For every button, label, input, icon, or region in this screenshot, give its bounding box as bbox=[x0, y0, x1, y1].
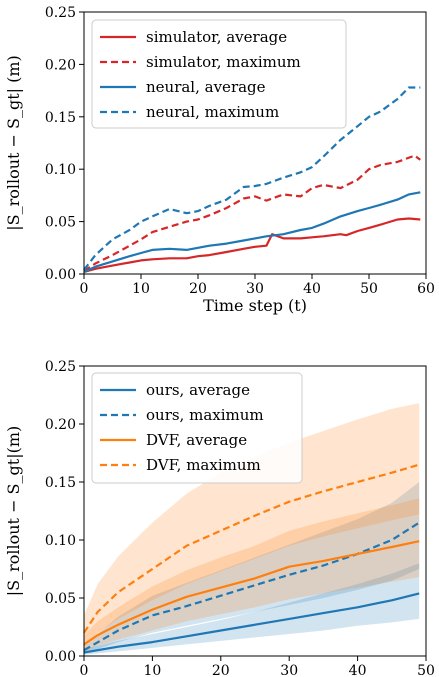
y-tick-label: 0.20 bbox=[45, 417, 76, 433]
x-tick-label: 60 bbox=[417, 281, 435, 297]
band-2-4 bbox=[84, 403, 420, 647]
y-tick-label: 0.00 bbox=[45, 267, 76, 283]
legend-label: neural, average bbox=[146, 78, 266, 96]
x-tick-label: 10 bbox=[132, 281, 150, 297]
y-tick-label: 0.10 bbox=[45, 162, 76, 178]
series-line-1-2 bbox=[83, 154, 421, 272]
y-tick-label: 0.15 bbox=[45, 475, 76, 491]
x-tick-label: 10 bbox=[143, 663, 161, 677]
series-line-2-3 bbox=[83, 540, 420, 646]
x-axis-label: Time step (t) bbox=[203, 296, 307, 315]
y-tick-label: 0.20 bbox=[45, 57, 76, 73]
legend-label: ours, average bbox=[146, 381, 250, 399]
x-tick-label: 40 bbox=[349, 663, 367, 677]
series-line-1-1 bbox=[83, 217, 421, 273]
x-tick-label: 0 bbox=[80, 663, 89, 677]
series-line-2-2 bbox=[83, 521, 420, 652]
y-tick-label: 0.25 bbox=[45, 359, 76, 375]
x-tick-label: 30 bbox=[246, 281, 264, 297]
series-line-2-4 bbox=[83, 463, 420, 634]
x-tick-label: 20 bbox=[189, 281, 207, 297]
x-tick-label: 30 bbox=[280, 663, 298, 677]
x-tick-label: 0 bbox=[80, 281, 89, 297]
y-axis-label: |S_rollout − S_gt|(m) bbox=[4, 426, 23, 597]
y-axis-label: |S_rollout − S_gt| (m) bbox=[4, 55, 23, 231]
x-tick-label: 50 bbox=[360, 281, 378, 297]
chart-panel-1: 0 10 20 30 40 50 60 0.00 0.05 0.10 0.15 0.20 0.25 Tim… bbox=[4, 5, 435, 315]
legend-label: neural, maximum bbox=[146, 103, 279, 121]
chart-panel-2: 010203040500.000.050.100.150.200.25Time … bbox=[4, 359, 435, 677]
x-tick-label: 40 bbox=[303, 281, 321, 297]
plot-frame bbox=[83, 365, 427, 657]
y-tick-label: 0.05 bbox=[45, 591, 76, 607]
legend-label: DVF, maximum bbox=[146, 456, 261, 474]
legend-label: ours, maximum bbox=[146, 406, 264, 424]
x-tick-label: 50 bbox=[417, 663, 435, 677]
series-line-1-4 bbox=[83, 86, 421, 271]
y-tick-label: 0.05 bbox=[45, 215, 76, 231]
y-tick-label: 0.15 bbox=[45, 110, 76, 126]
band-2-1 bbox=[84, 563, 420, 655]
y-tick-label: 0.00 bbox=[45, 649, 76, 665]
band-2-3 bbox=[84, 498, 420, 652]
legend-label: simulator, maximum bbox=[146, 53, 301, 71]
series-line-1-3 bbox=[83, 191, 421, 273]
legend-label: simulator, average bbox=[146, 28, 287, 46]
legend-box bbox=[91, 19, 347, 129]
legend-box bbox=[91, 372, 303, 484]
x-tick-label: 20 bbox=[212, 663, 230, 677]
y-tick-label: 0.10 bbox=[45, 533, 76, 549]
legend-label: DVF, average bbox=[146, 431, 247, 449]
series-line-2-1 bbox=[83, 592, 420, 654]
y-tick-label: 0.25 bbox=[45, 5, 76, 21]
